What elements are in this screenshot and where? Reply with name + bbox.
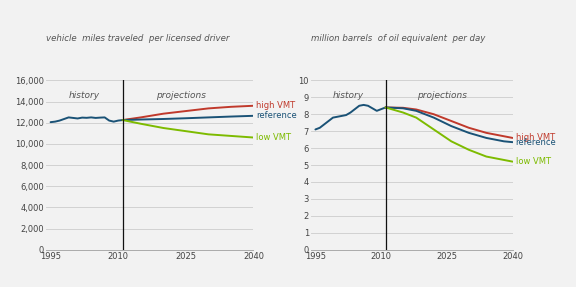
Text: low VMT: low VMT bbox=[516, 157, 551, 166]
Text: history: history bbox=[333, 90, 364, 100]
Text: high VMT: high VMT bbox=[256, 101, 295, 110]
Text: history: history bbox=[69, 90, 100, 100]
Text: projections: projections bbox=[156, 90, 206, 100]
Text: vehicle  miles traveled  per licensed driver: vehicle miles traveled per licensed driv… bbox=[46, 34, 229, 43]
Text: projections: projections bbox=[418, 90, 468, 100]
Text: reference: reference bbox=[516, 138, 556, 147]
Text: reference: reference bbox=[256, 111, 297, 120]
Text: million barrels  of oil equivalent  per day: million barrels of oil equivalent per da… bbox=[311, 34, 486, 43]
Text: high VMT: high VMT bbox=[516, 133, 555, 142]
Text: low VMT: low VMT bbox=[256, 133, 291, 142]
